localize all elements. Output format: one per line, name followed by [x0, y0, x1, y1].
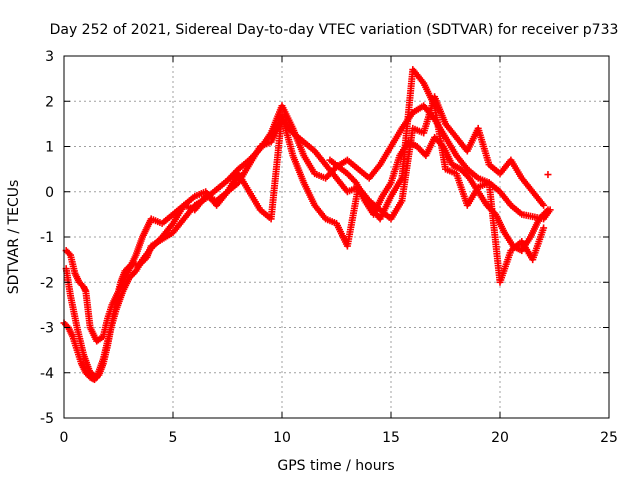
y-tick-label: -2 [40, 275, 54, 291]
data-point [544, 171, 552, 179]
x-tick-label: 10 [273, 430, 291, 446]
y-tick-label: -1 [40, 230, 54, 246]
data-point [540, 201, 548, 209]
data-point [543, 207, 551, 215]
x-axis-label: GPS time / hours [277, 458, 394, 474]
y-tick-label: 2 [45, 94, 54, 110]
axis-ticks [63, 55, 610, 419]
y-tick-label: -3 [40, 321, 54, 337]
y-tick-label: 3 [45, 49, 54, 65]
data-point [438, 141, 446, 149]
x-tick-label: 15 [382, 430, 400, 446]
data-point [65, 250, 73, 258]
x-tick-label: 0 [60, 430, 69, 446]
y-tick-label: -5 [40, 411, 54, 427]
x-tick-labels: 0 5 10 15 20 25 [60, 430, 618, 446]
y-tick-label: 0 [45, 185, 54, 201]
y-tick-labels: -5 -4 -3 -2 -1 0 1 2 3 [40, 49, 54, 427]
data-point [351, 177, 359, 185]
data-point [540, 224, 548, 232]
data-point [544, 206, 552, 214]
x-tick-label: 25 [600, 430, 618, 446]
data-points [60, 66, 554, 384]
x-tick-label: 20 [491, 430, 509, 446]
x-tick-label: 5 [169, 430, 178, 446]
y-axis-label: SDTVAR / TECUs [6, 180, 22, 295]
chart-title: Day 252 of 2021, Sidereal Day-to-day VTE… [50, 22, 619, 38]
y-tick-label: 1 [45, 140, 54, 156]
data-point [490, 209, 498, 217]
y-tick-label: -4 [40, 366, 54, 382]
